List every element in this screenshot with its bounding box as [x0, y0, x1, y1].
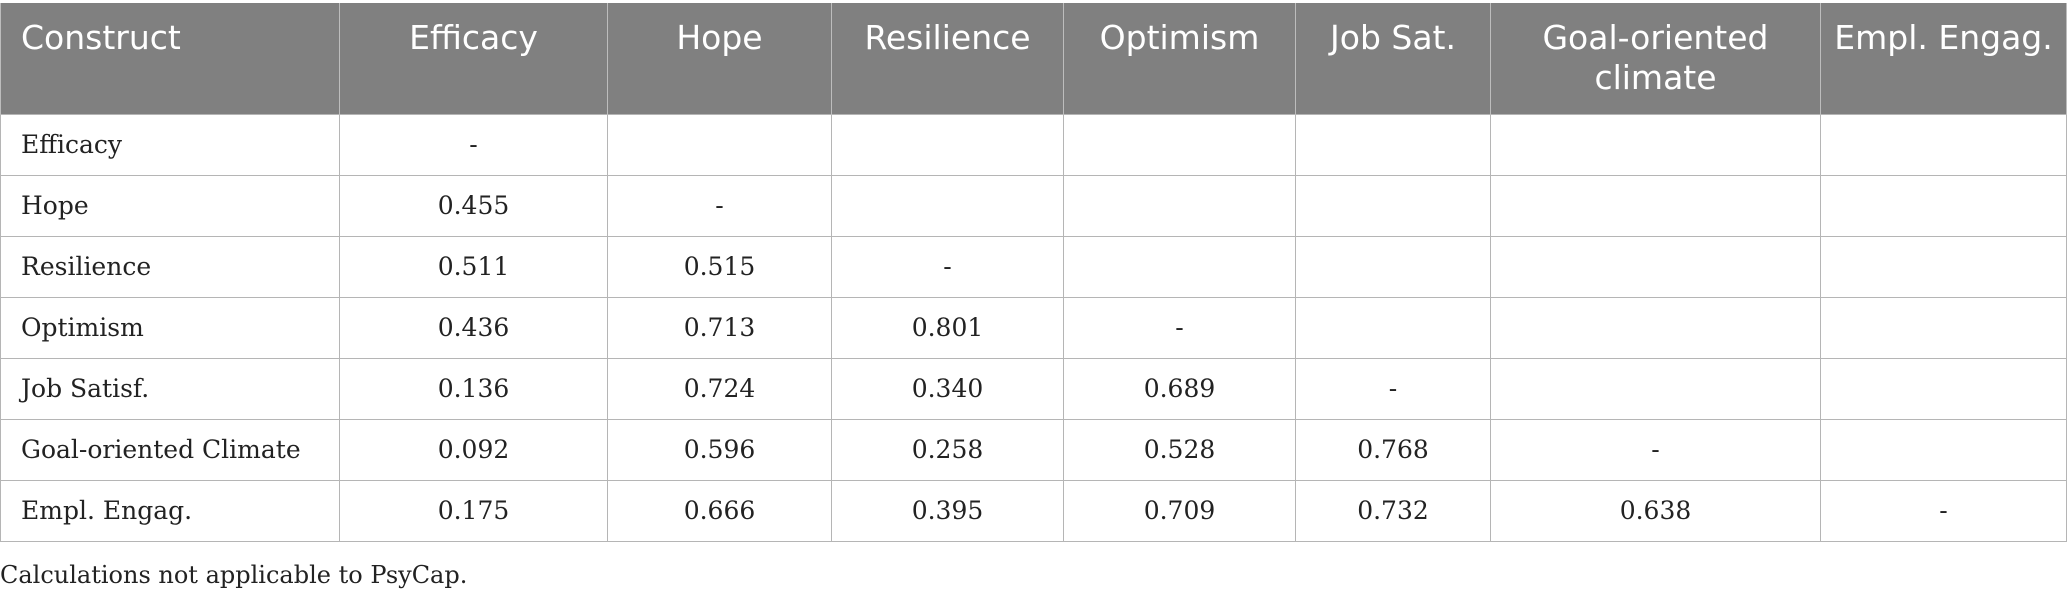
- table-row: Empl. Engag. 0.175 0.666 0.395 0.709 0.732 0.6…: [0, 479, 2067, 542]
- table-row: Goal-oriented Climate 0.092 0.596 0.258 0.52…: [0, 418, 2067, 481]
- table-cell: [1490, 235, 1821, 298]
- header-row: Construct Efficacy Hope Resilience Optim…: [0, 3, 2067, 114]
- table-cell: [1490, 113, 1821, 176]
- table-cell: [1820, 357, 2067, 420]
- table-cell: [1820, 113, 2067, 176]
- table-cell: 0.801: [831, 296, 1064, 359]
- table-cell: [607, 113, 832, 176]
- table-cell: [1295, 174, 1491, 237]
- table-header: Construct Efficacy Hope Resilience Optim…: [0, 3, 2067, 114]
- table-cell: 0.768: [1295, 418, 1491, 481]
- table-cell: -: [1490, 418, 1821, 481]
- header-optimism: Optimism: [1063, 3, 1296, 114]
- table-cell: 0.638: [1490, 479, 1821, 542]
- row-label: Optimism: [0, 296, 340, 359]
- table-cell: [1063, 174, 1296, 237]
- header-goal-oriented-climate: Goal-oriented climate: [1490, 3, 1821, 114]
- table-cell: [1295, 296, 1491, 359]
- table-footnote: Calculations not applicable to PsyCap.: [0, 561, 468, 589]
- row-label: Goal-oriented Climate: [0, 418, 340, 481]
- table-row: Efficacy -: [0, 113, 2067, 176]
- table-cell: 0.515: [607, 235, 832, 298]
- table-cell: -: [1295, 357, 1491, 420]
- table-cell: [1063, 235, 1296, 298]
- table-cell: 0.732: [1295, 479, 1491, 542]
- table-cell: 0.713: [607, 296, 832, 359]
- table-cell: [831, 113, 1064, 176]
- table-cell: [1063, 113, 1296, 176]
- table-cell: [1820, 235, 2067, 298]
- header-hope: Hope: [607, 3, 832, 114]
- table-cell: 0.455: [339, 174, 608, 237]
- table-cell: 0.689: [1063, 357, 1296, 420]
- row-label: Hope: [0, 174, 340, 237]
- table-cell: 0.092: [339, 418, 608, 481]
- table-cell: -: [1063, 296, 1296, 359]
- table-row: Job Satisf. 0.136 0.724 0.340 0.689-: [0, 357, 2067, 420]
- correlation-table-container: Construct Efficacy Hope Resilience Optim…: [0, 3, 2067, 542]
- table-body: Efficacy - Hope 0.455- Resilience 0.511 0.515-…: [0, 113, 2067, 542]
- table-cell: [1820, 296, 2067, 359]
- table-cell: -: [1820, 479, 2067, 542]
- table-cell: [831, 174, 1064, 237]
- table-cell: [1490, 296, 1821, 359]
- table-cell: -: [607, 174, 832, 237]
- table-cell: 0.666: [607, 479, 832, 542]
- table-cell: -: [831, 235, 1064, 298]
- table-cell: [1820, 418, 2067, 481]
- row-label: Empl. Engag.: [0, 479, 340, 542]
- table-cell: [1490, 357, 1821, 420]
- header-efficacy: Efficacy: [339, 3, 608, 114]
- row-label: Job Satisf.: [0, 357, 340, 420]
- table-cell: [1820, 174, 2067, 237]
- table-cell: 0.136: [339, 357, 608, 420]
- table-row: Resilience 0.511 0.515-: [0, 235, 2067, 298]
- table-row: Optimism 0.436 0.713 0.801-: [0, 296, 2067, 359]
- table-cell: 0.511: [339, 235, 608, 298]
- table-cell: 0.709: [1063, 479, 1296, 542]
- table-cell: 0.340: [831, 357, 1064, 420]
- table-row: Hope 0.455-: [0, 174, 2067, 237]
- row-label: Resilience: [0, 235, 340, 298]
- table-cell: 0.724: [607, 357, 832, 420]
- table-cell: 0.395: [831, 479, 1064, 542]
- table-cell: 0.436: [339, 296, 608, 359]
- table-cell: -: [339, 113, 608, 176]
- table-cell: 0.596: [607, 418, 832, 481]
- table-cell: 0.175: [339, 479, 608, 542]
- header-resilience: Resilience: [831, 3, 1064, 114]
- header-job-sat: Job Sat.: [1295, 3, 1491, 114]
- table-cell: [1295, 113, 1491, 176]
- header-empl-engag: Empl. Engag.: [1820, 3, 2067, 114]
- row-label: Efficacy: [0, 113, 340, 176]
- table-cell: [1490, 174, 1821, 237]
- correlation-table: Construct Efficacy Hope Resilience Optim…: [0, 3, 2067, 542]
- table-cell: [1295, 235, 1491, 298]
- table-cell: 0.528: [1063, 418, 1296, 481]
- header-construct: Construct: [0, 3, 340, 114]
- table-cell: 0.258: [831, 418, 1064, 481]
